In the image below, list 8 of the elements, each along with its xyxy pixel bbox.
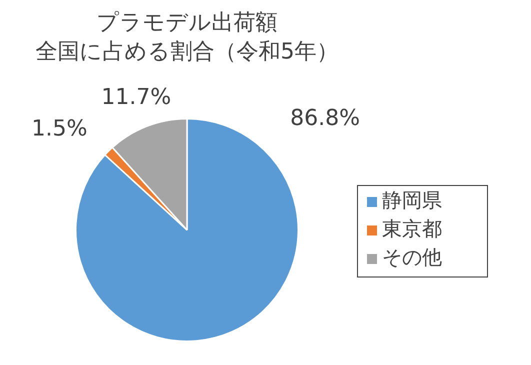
- legend-label: その他: [382, 245, 442, 270]
- data-label: 1.5%: [32, 116, 88, 142]
- chart-title: プラモデル出荷額: [96, 10, 278, 36]
- legend-label: 静岡県: [382, 188, 442, 212]
- legend-label: 東京都: [382, 216, 442, 241]
- data-label: 11.7%: [101, 84, 172, 110]
- data-label: 86.8%: [290, 106, 360, 132]
- chart-subtitle: 全国に占める割合（令和5年）: [36, 40, 338, 65]
